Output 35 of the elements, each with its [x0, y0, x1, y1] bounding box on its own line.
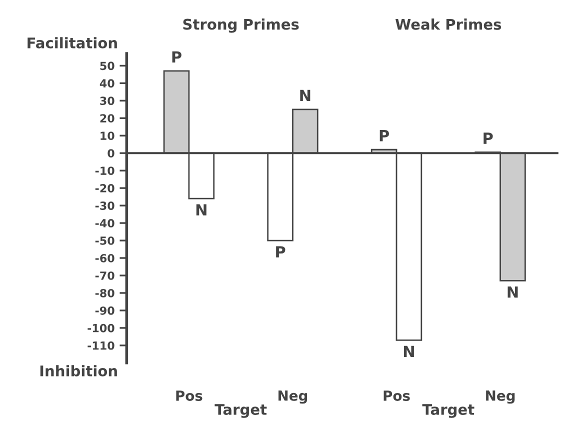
text: Facilitation [28, 37, 117, 48]
y-tick-label: -100 [88, 324, 114, 332]
text: Strong Primes [183, 18, 299, 33]
y-tick-label: -70 [95, 271, 114, 280]
text: Target [214, 404, 267, 418]
text: N [508, 286, 518, 298]
y-tick-label: -30 [95, 202, 114, 210]
text: N [300, 90, 310, 101]
series-label: P [276, 246, 286, 258]
y-tick-label: 0 [108, 149, 114, 158]
y-tick-label: 20 [100, 114, 114, 123]
y-tick-label: -40 [95, 219, 114, 228]
y-tick-label: 40 [100, 79, 114, 88]
text: P [172, 51, 182, 63]
x-tick-label: Pos [384, 390, 410, 401]
y-tick-label: -80 [95, 288, 114, 298]
series-label: N [404, 346, 414, 358]
y-tick-label: 50 [100, 62, 114, 70]
x-tick-label: Pos [176, 390, 202, 401]
y-tick-label: -20 [95, 184, 114, 192]
y-tick-label: -10 [95, 166, 114, 175]
text: Target [422, 404, 474, 418]
y-tick-label: 30 [100, 96, 114, 106]
text: N [196, 204, 206, 216]
text: P [380, 130, 390, 142]
y-tick-label: -60 [95, 254, 114, 262]
x-tick-label: Neg [486, 390, 515, 404]
text: Weak Primes [395, 18, 502, 30]
y-tick-label: -110 [88, 341, 114, 350]
y-tick-label: -90 [95, 306, 114, 315]
y-tick-label: -50 [95, 236, 114, 245]
y-tick-label: 10 [100, 132, 114, 140]
text: Inhibition [40, 365, 117, 376]
x-tick-label: Neg [278, 390, 308, 404]
text: P [484, 132, 493, 144]
